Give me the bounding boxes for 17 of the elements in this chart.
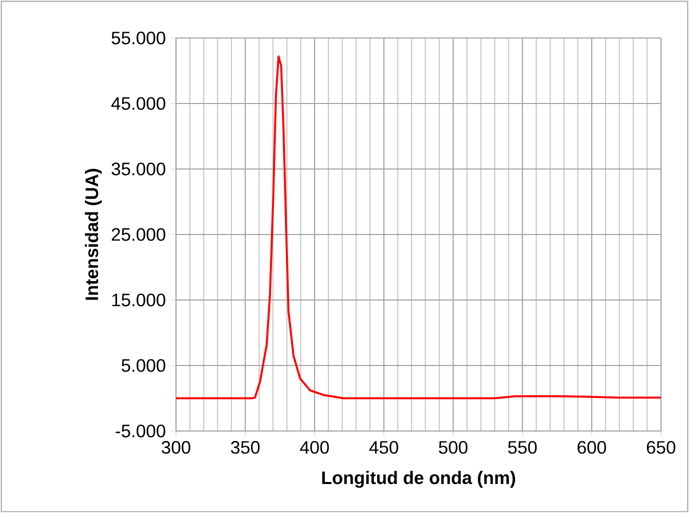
x-tick-label: 600 — [578, 441, 606, 454]
y-tick-label: 25.000 — [112, 228, 166, 241]
y-tick-label: 45.000 — [111, 97, 166, 110]
y-tick-label: 55.000 — [112, 32, 166, 44]
y-tick-label: 35.000 — [112, 162, 166, 176]
x-tick-label: 500 — [438, 441, 468, 454]
y-tick-label: 5.000 — [122, 359, 166, 372]
x-tick-label: 650 — [646, 441, 676, 454]
x-tick-label: 400 — [300, 441, 329, 454]
x-tick-label: 550 — [508, 441, 537, 454]
x-tick-label: 450 — [369, 441, 398, 454]
x-tick-label: 300 — [162, 441, 190, 454]
y-tick-label: -5.000 — [116, 424, 166, 438]
x-axis-title: Longitud de onda (nm) — [322, 470, 516, 488]
x-tick-label: 350 — [230, 441, 260, 454]
y-tick-label: 15.000 — [112, 294, 166, 306]
y-axis-title: Intensidad (UA) — [84, 168, 102, 300]
